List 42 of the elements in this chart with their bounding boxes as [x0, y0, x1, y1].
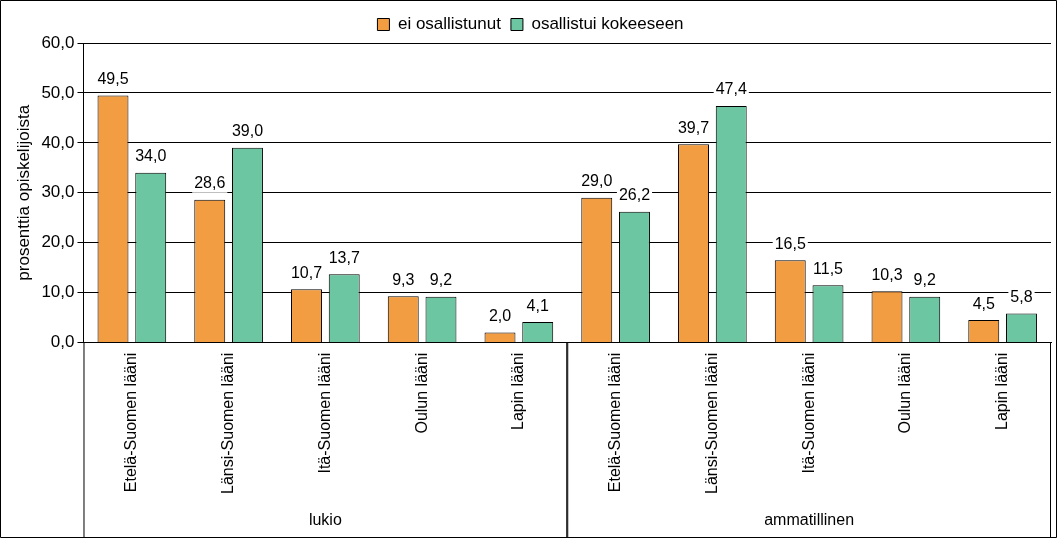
y-tick-label: 10,0 [41, 282, 75, 302]
x-tick-label: Oulun lääni [896, 352, 914, 434]
data-label: 5,8 [1010, 288, 1033, 306]
data-label: 49,5 [97, 69, 129, 87]
y-tick-label: 60,0 [41, 32, 75, 52]
x-tick-label: Etelä-Suomen lääni [606, 352, 624, 493]
data-label: 10,3 [871, 265, 903, 283]
y-tick-label: 30,0 [41, 182, 75, 202]
x-tick-label: Lapin lääni [993, 352, 1011, 430]
x-tick-label: Oulun lääni [412, 352, 430, 434]
text: lukio [308, 511, 342, 529]
x-tick-label: Lapin lääni [509, 352, 527, 430]
y-tick-label: 40,0 [41, 132, 75, 152]
data-label: 9,2 [429, 271, 453, 289]
data-label: 13,7 [328, 248, 360, 266]
x-tick-label: Itä-Suomen lääni [315, 352, 333, 474]
y-axis-title: prosenttia opiskelijoista [13, 104, 33, 281]
data-label: 34,0 [135, 147, 167, 165]
data-label: 39,7 [677, 118, 710, 136]
y-tick-label: 50,0 [41, 82, 75, 102]
data-label: 10,7 [290, 263, 323, 281]
data-label: 47,4 [715, 80, 747, 98]
data-label: 28,6 [194, 174, 226, 192]
text: ammatillinen [764, 511, 855, 529]
data-label: 4,1 [526, 296, 549, 314]
x-tick-label: Länsi-Suomen lääni [702, 352, 720, 494]
x-tick-label: Etelä-Suomen lääni [122, 352, 140, 493]
y-tick-label: 0,0 [50, 332, 75, 352]
data-label: 9,3 [392, 270, 415, 288]
data-label: 16,5 [774, 234, 806, 252]
data-label: 26,2 [618, 186, 651, 204]
legend-label: ei osallistunut [397, 14, 502, 34]
legend-label: osallistui kokeeseen [531, 14, 684, 34]
data-label: 4,5 [972, 294, 995, 312]
data-label: 2,0 [488, 307, 512, 324]
x-tick-label: Itä-Suomen lääni [799, 352, 817, 474]
x-tick-label: Länsi-Suomen lääni [219, 352, 237, 494]
data-label: 11,5 [813, 259, 844, 277]
data-label: 9,2 [913, 271, 936, 289]
data-label: 39,0 [231, 122, 264, 140]
data-label: 29,0 [581, 172, 613, 190]
y-tick-label: 20,0 [41, 232, 75, 252]
